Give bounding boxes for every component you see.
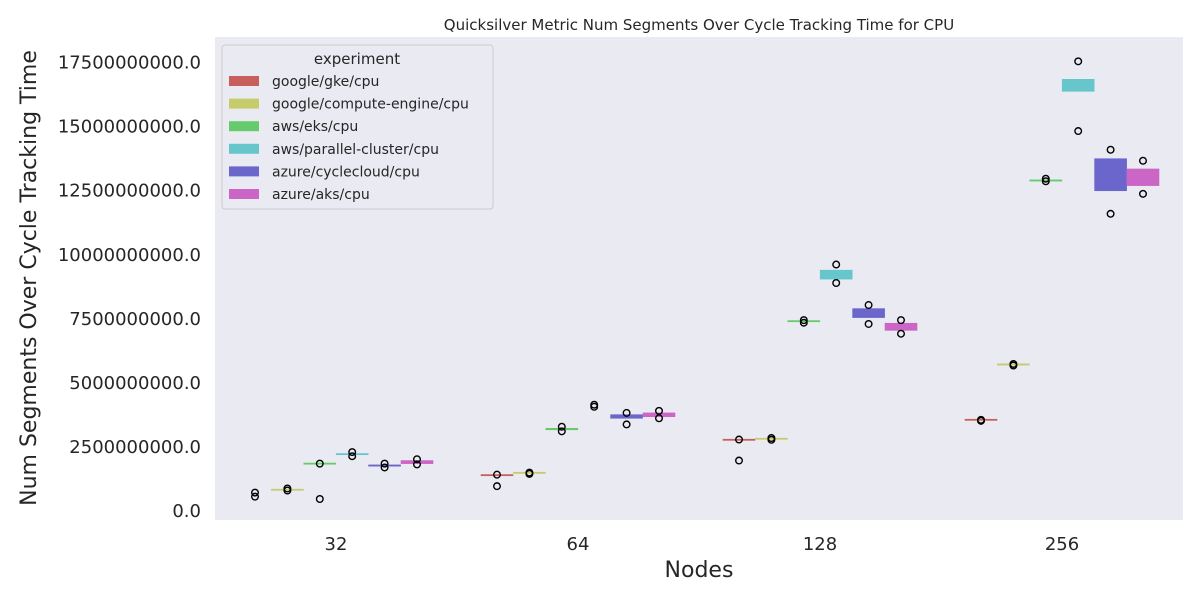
x-axis-title: Nodes xyxy=(665,558,734,583)
y-axis-title: Num Segments Over Cycle Tracking Time xyxy=(17,50,42,506)
outlier-point xyxy=(413,455,422,464)
box xyxy=(852,308,885,318)
outlier-point xyxy=(735,435,744,444)
legend-swatch xyxy=(229,121,259,132)
y-tick-label: 2500000000.0 xyxy=(69,437,201,458)
outlier-point xyxy=(1009,361,1018,370)
x-axis-ticks: 32 64 128 256 xyxy=(325,534,1080,555)
legend-items: google/gke/cpu google/compute-engine/cpu a… xyxy=(229,74,469,203)
outlier-point xyxy=(1074,127,1083,136)
y-tick-label: 15000000000.0 xyxy=(58,117,201,138)
y-tick-label: 12500000000.0 xyxy=(58,181,201,202)
outlier-point xyxy=(525,469,534,478)
legend-label: google/compute-engine/cpu xyxy=(272,97,469,113)
outlier-point xyxy=(250,492,259,501)
y-axis-ticks: 0.0 2500000000.0 5000000000.0 7500000000.0 1… xyxy=(58,53,201,522)
legend-swatch xyxy=(229,189,259,199)
legend-label: azure/aks/cpu xyxy=(272,187,370,203)
outlier-point xyxy=(557,422,566,431)
outlier-point xyxy=(348,452,357,461)
y-tick-label: 5000000000.0 xyxy=(69,373,201,394)
legend-label: azure/cyclecloud/cpu xyxy=(272,164,420,180)
outlier-point xyxy=(380,459,389,468)
outlier-point xyxy=(799,318,808,327)
x-tick-label: 128 xyxy=(803,534,837,555)
outlier-point xyxy=(1041,174,1050,183)
outlier-point xyxy=(622,408,631,417)
y-tick-label: 10000000000.0 xyxy=(58,245,201,266)
outlier-point xyxy=(1138,156,1147,165)
outlier-point xyxy=(897,316,906,325)
outlier-point xyxy=(250,488,259,497)
legend-swatch xyxy=(229,76,259,86)
legend-label: aws/parallel-cluster/cpu xyxy=(272,142,439,158)
outlier-point xyxy=(493,470,502,479)
legend-swatch xyxy=(229,98,259,109)
outlier-point xyxy=(315,494,324,503)
legend: experiment google/gke/cpu google/compute-… xyxy=(221,44,494,210)
outlier-point xyxy=(1041,177,1050,186)
outlier-point xyxy=(977,416,986,425)
outlier-point xyxy=(897,329,906,338)
outlier-point xyxy=(622,420,631,429)
legend-label: aws/eks/cpu xyxy=(272,119,358,135)
outlier-point xyxy=(348,448,357,457)
x-tick-label: 64 xyxy=(567,534,590,555)
legend-title: experiment xyxy=(314,50,400,68)
outlier-point xyxy=(557,427,566,436)
box xyxy=(1126,168,1160,186)
y-tick-label: 7500000000.0 xyxy=(69,309,201,330)
box-marks xyxy=(250,57,1160,503)
outlier-point xyxy=(315,459,324,468)
chart-title: Quicksilver Metric Num Segments Over Cyc… xyxy=(444,16,954,34)
outlier-point xyxy=(283,486,292,495)
y-tick-label: 17500000000.0 xyxy=(58,53,201,74)
legend-swatch xyxy=(229,143,259,154)
legend-frame xyxy=(221,44,494,210)
outlier-point xyxy=(1138,189,1147,198)
x-tick-label: 32 xyxy=(325,534,348,555)
x-tick-label: 256 xyxy=(1045,534,1079,555)
box xyxy=(819,269,853,280)
legend-label: google/gke/cpu xyxy=(272,74,379,90)
y-tick-label: 0.0 xyxy=(172,501,201,522)
outlier-point xyxy=(864,301,873,310)
box xyxy=(1094,158,1127,192)
outlier-point xyxy=(767,435,776,444)
outlier-point xyxy=(655,406,664,415)
outlier-point xyxy=(493,482,502,491)
outlier-point xyxy=(1074,57,1083,66)
outlier-point xyxy=(1106,209,1115,218)
outlier-point xyxy=(799,316,808,325)
outlier-point xyxy=(413,460,422,469)
outlier-point xyxy=(380,463,389,472)
outlier-point xyxy=(655,414,664,423)
outlier-point xyxy=(832,260,841,269)
outlier-point xyxy=(590,402,599,411)
outlier-point xyxy=(735,456,744,465)
outlier-point xyxy=(1106,145,1115,154)
legend-swatch xyxy=(229,166,259,177)
outlier-point xyxy=(832,278,841,287)
outlier-point xyxy=(864,319,873,328)
